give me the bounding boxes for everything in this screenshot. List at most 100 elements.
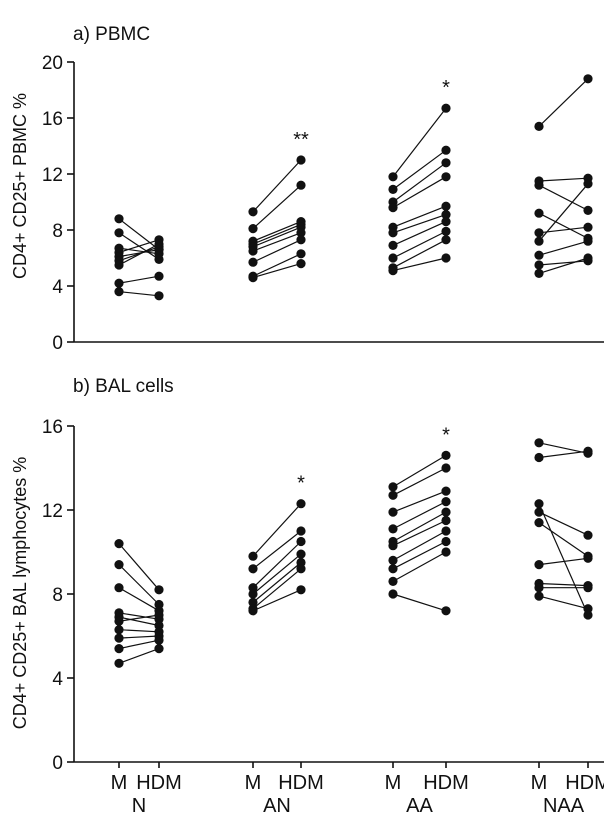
x-tick-label: HDM bbox=[278, 772, 324, 794]
pair-line-aa bbox=[392, 551, 447, 582]
pair-line-n bbox=[118, 543, 160, 591]
pair-line-naa bbox=[538, 503, 589, 616]
point-m-n bbox=[114, 287, 124, 297]
pair-line-n bbox=[118, 564, 160, 605]
point-m-aa bbox=[388, 482, 398, 492]
pair-line-n bbox=[118, 629, 160, 633]
point-hdm-naa bbox=[583, 610, 593, 620]
point-m-aa bbox=[388, 184, 398, 194]
pair-line-n bbox=[118, 635, 160, 639]
point-m-n bbox=[114, 625, 124, 635]
point-m-an bbox=[248, 207, 258, 217]
pair-line-aa bbox=[392, 540, 447, 570]
pair-line-aa bbox=[392, 239, 447, 269]
panel-b-bal-cells: b) BAL cells CD4+ CD25+ BAL lymphocytes … bbox=[10, 376, 604, 817]
point-hdm-an bbox=[296, 585, 306, 595]
pair-line-aa bbox=[392, 593, 447, 612]
point-hdm-aa bbox=[441, 210, 451, 220]
y-tick-label-a: 16 bbox=[42, 109, 63, 130]
pair-line-n bbox=[118, 587, 160, 612]
point-hdm-naa bbox=[583, 583, 593, 593]
point-m-naa bbox=[534, 507, 544, 517]
y-tick-label-a: 8 bbox=[52, 221, 63, 242]
point-m-aa bbox=[388, 576, 398, 587]
point-hdm-aa bbox=[441, 145, 451, 155]
point-hdm-aa bbox=[441, 606, 451, 616]
pair-line-naa bbox=[538, 78, 589, 127]
pair-line-aa bbox=[392, 454, 447, 488]
point-m-aa bbox=[388, 203, 398, 213]
point-m-an bbox=[248, 606, 258, 616]
point-m-an bbox=[248, 246, 258, 256]
point-hdm-n bbox=[154, 585, 164, 595]
pair-line-an bbox=[252, 223, 302, 245]
point-hdm-naa bbox=[583, 446, 593, 456]
point-hdm-aa bbox=[441, 103, 451, 113]
pair-line-an bbox=[252, 159, 302, 213]
point-hdm-naa bbox=[583, 604, 593, 614]
pair-line-aa bbox=[392, 221, 447, 246]
pair-line-naa bbox=[538, 442, 589, 454]
pair-line-aa bbox=[392, 214, 447, 234]
point-m-naa bbox=[534, 438, 544, 448]
point-hdm-naa bbox=[583, 236, 593, 246]
x-tick-label: HDM bbox=[423, 772, 469, 794]
point-m-naa bbox=[534, 518, 544, 528]
point-m-aa bbox=[388, 541, 398, 551]
panel-b-y-axis-label: CD4+ CD25+ BAL lymphocytes % bbox=[10, 457, 30, 729]
point-m-n bbox=[114, 260, 124, 270]
point-m-naa bbox=[534, 499, 544, 509]
panel-b-label: b) BAL cells bbox=[73, 376, 174, 397]
pair-line-n bbox=[118, 239, 160, 253]
pair-line-an bbox=[252, 568, 302, 610]
point-hdm-an bbox=[296, 180, 306, 190]
point-hdm-an bbox=[296, 499, 306, 509]
y-tick-label-b: 12 bbox=[42, 501, 63, 522]
point-hdm-an bbox=[296, 259, 306, 269]
point-hdm-an bbox=[296, 549, 306, 559]
pair-line-naa bbox=[538, 511, 589, 536]
point-m-naa bbox=[534, 208, 544, 218]
point-hdm-an bbox=[296, 564, 306, 574]
pair-line-n bbox=[118, 275, 160, 284]
pair-line-an bbox=[252, 239, 302, 263]
point-m-naa bbox=[534, 268, 544, 278]
point-hdm-n bbox=[154, 291, 164, 301]
point-hdm-naa bbox=[583, 553, 593, 563]
point-hdm-n bbox=[154, 239, 164, 249]
point-m-aa bbox=[388, 228, 398, 238]
point-hdm-aa bbox=[441, 486, 451, 496]
point-hdm-an bbox=[296, 536, 306, 547]
point-hdm-aa bbox=[441, 450, 451, 460]
pair-line-an bbox=[252, 184, 302, 230]
y-tick-label-a: 0 bbox=[52, 333, 63, 354]
point-m-aa bbox=[388, 240, 398, 250]
pair-line-aa bbox=[392, 530, 447, 561]
point-hdm-an bbox=[296, 557, 306, 568]
point-m-aa bbox=[388, 253, 398, 263]
pair-line-n bbox=[118, 612, 160, 620]
point-hdm-aa bbox=[441, 201, 451, 211]
point-hdm-aa bbox=[441, 217, 451, 227]
x-tick-label: M bbox=[245, 772, 262, 794]
y-tick-label-b: 16 bbox=[42, 417, 63, 438]
point-hdm-an bbox=[296, 228, 306, 238]
point-hdm-aa bbox=[441, 172, 451, 182]
x-tick-label: HDM bbox=[136, 772, 182, 794]
point-m-naa bbox=[534, 121, 544, 131]
pair-line-n bbox=[118, 249, 160, 258]
point-m-naa bbox=[534, 452, 544, 463]
point-hdm-n bbox=[154, 271, 164, 281]
point-hdm-naa bbox=[583, 530, 593, 540]
point-m-n bbox=[114, 214, 124, 224]
pair-line-aa bbox=[392, 162, 447, 203]
pair-line-n bbox=[118, 291, 160, 297]
point-hdm-aa bbox=[441, 515, 451, 526]
point-m-naa bbox=[534, 228, 544, 238]
point-m-an bbox=[248, 589, 258, 599]
point-hdm-naa bbox=[583, 253, 593, 263]
significance-marker-aa: * bbox=[442, 77, 450, 99]
x-tick-label: HDM bbox=[565, 772, 604, 794]
point-hdm-aa bbox=[441, 158, 451, 168]
